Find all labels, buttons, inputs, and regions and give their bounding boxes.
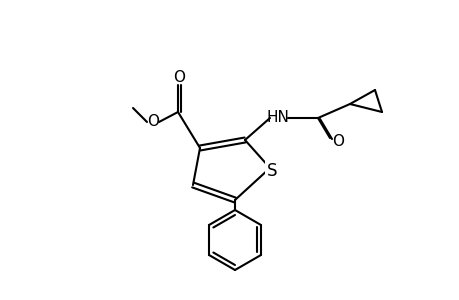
Text: O: O [331, 134, 343, 149]
Text: HN: HN [266, 110, 289, 125]
Text: O: O [173, 70, 185, 85]
Text: S: S [266, 162, 277, 180]
Text: O: O [147, 115, 159, 130]
